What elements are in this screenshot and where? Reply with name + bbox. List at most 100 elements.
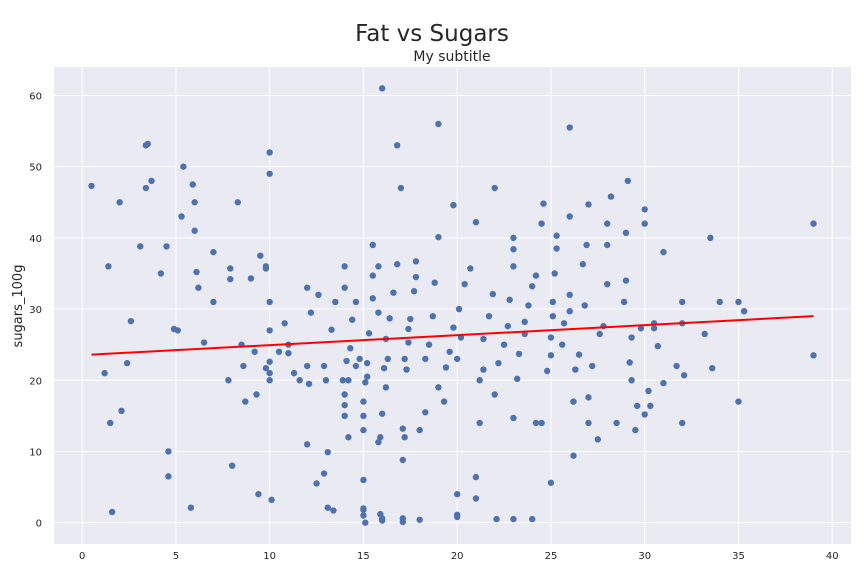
data-point — [476, 419, 483, 427]
scatter-points — [88, 85, 817, 526]
data-point — [641, 206, 648, 213]
data-point — [579, 261, 587, 268]
data-point — [422, 355, 429, 363]
data-point — [378, 85, 386, 92]
data-point — [660, 248, 667, 256]
data-point — [446, 348, 453, 355]
data-point — [735, 298, 742, 306]
data-point — [416, 516, 423, 523]
data-point — [390, 289, 397, 296]
data-point — [538, 419, 545, 427]
data-point — [566, 307, 573, 315]
data-point — [538, 220, 545, 227]
data-point — [148, 177, 155, 185]
data-point — [401, 434, 408, 441]
x-tick-label: 40 — [826, 551, 839, 562]
data-point — [255, 490, 262, 498]
data-point — [491, 184, 498, 192]
data-point — [453, 490, 461, 498]
data-point — [266, 369, 273, 377]
data-point — [386, 315, 393, 322]
data-point — [549, 298, 557, 306]
data-point — [352, 362, 360, 370]
data-point — [266, 170, 273, 177]
data-point — [553, 232, 560, 239]
y-tick-label: 40 — [29, 234, 42, 245]
data-point — [393, 261, 401, 268]
data-point — [604, 220, 611, 227]
data-point — [613, 419, 620, 427]
data-point — [680, 372, 688, 379]
data-point — [410, 288, 418, 295]
data-point — [341, 263, 348, 270]
data-point — [266, 298, 273, 306]
data-point — [510, 414, 517, 422]
data-point — [412, 273, 420, 281]
data-point — [362, 519, 369, 526]
data-point — [810, 352, 817, 359]
data-point — [622, 229, 630, 237]
data-point — [253, 391, 260, 398]
data-point — [504, 322, 512, 330]
data-point — [378, 410, 386, 417]
data-point — [581, 302, 588, 309]
data-point — [461, 280, 468, 288]
data-point — [641, 220, 648, 227]
data-point — [195, 284, 202, 291]
data-point — [549, 312, 557, 320]
data-point — [324, 448, 331, 456]
data-point — [701, 330, 708, 338]
x-tick-label: 30 — [638, 551, 651, 562]
data-point — [165, 473, 172, 480]
data-point — [551, 270, 558, 277]
data-point — [435, 120, 442, 128]
data-point — [377, 510, 384, 518]
data-point — [637, 325, 645, 332]
data-point — [324, 504, 331, 511]
data-point — [566, 124, 573, 131]
data-point — [641, 411, 648, 418]
x-tick-label: 35 — [732, 551, 745, 562]
data-point — [585, 201, 592, 208]
data-point — [290, 369, 298, 377]
data-point — [510, 515, 517, 523]
data-point — [266, 358, 273, 365]
x-tick-labels: 0 5 10 15 20 25 30 35 40 — [79, 551, 839, 562]
data-point — [210, 248, 217, 256]
data-point — [369, 295, 376, 302]
data-point — [450, 201, 457, 209]
data-point — [343, 357, 350, 365]
data-point — [679, 419, 686, 427]
x-tick-label: 20 — [451, 551, 464, 562]
data-point — [422, 409, 429, 416]
data-point — [566, 213, 573, 220]
data-point — [266, 327, 273, 334]
data-point — [341, 391, 348, 398]
data-point — [510, 263, 517, 270]
data-point — [529, 515, 536, 523]
data-point — [679, 298, 686, 306]
data-point — [594, 436, 602, 443]
data-point — [382, 384, 390, 391]
data-point — [472, 219, 480, 226]
data-point — [107, 419, 114, 427]
data-point — [544, 367, 551, 375]
data-point — [174, 327, 181, 334]
y-tick-label: 10 — [29, 447, 42, 458]
grid-lines — [54, 67, 851, 544]
data-point — [165, 448, 172, 455]
data-point — [345, 377, 352, 384]
data-point — [547, 334, 555, 341]
data-point — [363, 359, 371, 367]
data-point — [339, 377, 346, 384]
data-point — [127, 317, 135, 325]
data-point — [515, 350, 523, 358]
y-tick-label: 20 — [29, 376, 42, 387]
data-point — [399, 515, 407, 522]
data-point — [322, 377, 330, 384]
data-point — [191, 199, 198, 206]
data-point — [453, 355, 461, 363]
data-point — [347, 345, 354, 352]
data-point — [187, 504, 195, 511]
data-point — [493, 515, 500, 523]
